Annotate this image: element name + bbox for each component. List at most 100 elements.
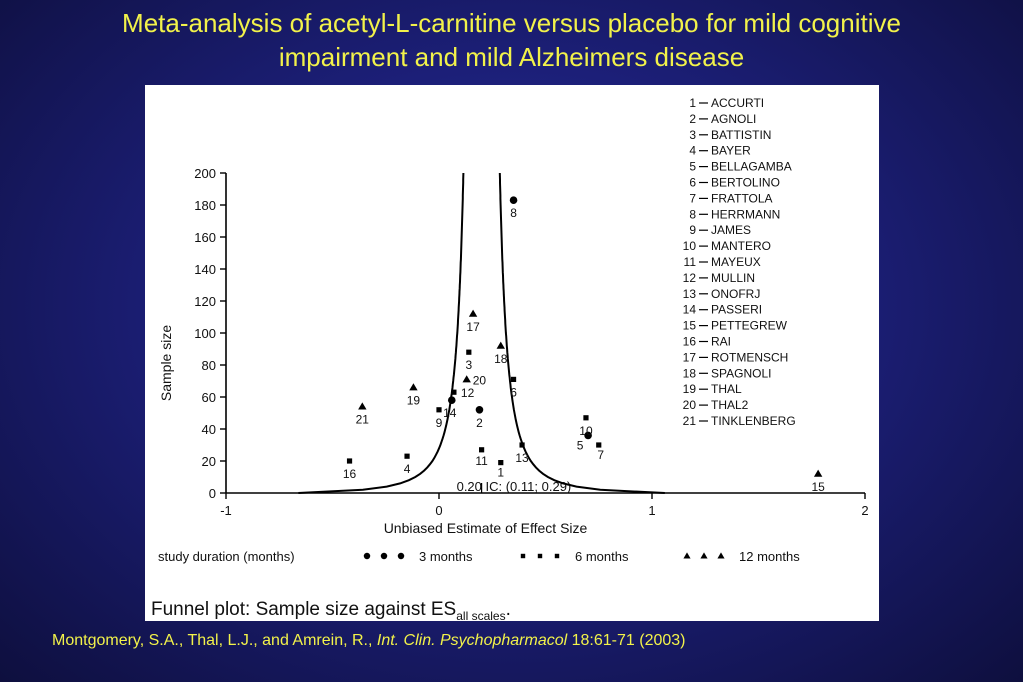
study-point-label: 11 bbox=[475, 454, 488, 468]
marker-legend-label: 12 months bbox=[739, 549, 800, 564]
funnel-curves bbox=[298, 172, 665, 494]
study-legend-name: TINKLENBERG bbox=[711, 414, 796, 428]
x-tick-label: 2 bbox=[861, 503, 868, 518]
study-legend-id: 3 bbox=[689, 128, 696, 142]
study-legend-name: BATTISTIN bbox=[711, 128, 771, 142]
marker-legend-circle bbox=[380, 552, 388, 560]
study-legend-id: 11 bbox=[684, 255, 697, 269]
study-legend-name: SPAGNOLI bbox=[711, 366, 771, 380]
study-point-label: 14 bbox=[443, 406, 457, 420]
x-tick-label: 0 bbox=[435, 503, 442, 518]
figure-caption-group: Funnel plot: Sample size against ESall s… bbox=[151, 599, 511, 621]
marker-legend-square bbox=[520, 553, 526, 559]
y-tick-label: 0 bbox=[209, 486, 216, 501]
study-marker-square bbox=[451, 389, 457, 395]
study-legend-id: 20 bbox=[683, 398, 697, 412]
funnel-plot-figure: 0 20 40 60 80 100 120 140 160 180 200 -1 0 1 2 Unbiased… bbox=[145, 85, 879, 621]
study-legend-id: 14 bbox=[683, 303, 697, 317]
study-marker-square bbox=[510, 376, 517, 382]
study-point-label: 13 bbox=[515, 451, 529, 465]
study-legend-id: 10 bbox=[683, 239, 697, 253]
y-tick-label: 140 bbox=[194, 262, 216, 277]
study-point-label: 5 bbox=[577, 438, 584, 452]
study-point-14: 14 bbox=[443, 396, 457, 420]
study-legend: 1 ACCURTI 2 AGNOLI 3 BATTISTIN 4 BAYER 5 BELLAGAM… bbox=[683, 96, 796, 428]
marker-legend-square bbox=[554, 553, 560, 559]
study-point-3: 3 bbox=[465, 349, 472, 372]
marker-legend-circle bbox=[397, 552, 405, 560]
y-tick-label: 80 bbox=[202, 358, 216, 373]
x-tick-label: -1 bbox=[220, 503, 232, 518]
study-point-label: 16 bbox=[343, 467, 357, 481]
study-marker-circle bbox=[475, 406, 484, 414]
marker-legend-label: 6 months bbox=[575, 549, 629, 564]
slide-title: Meta-analysis of acetyl-L-carnitine vers… bbox=[0, 6, 1023, 74]
study-legend-name: JAMES bbox=[711, 223, 751, 237]
study-marker-square bbox=[596, 442, 602, 448]
study-point-label: 3 bbox=[465, 358, 472, 372]
study-point-label: 8 bbox=[510, 206, 517, 220]
study-legend-id: 1 bbox=[689, 96, 696, 110]
study-legend-name: BAYER bbox=[711, 144, 751, 158]
study-legend-name: PASSERI bbox=[711, 303, 762, 317]
study-point-label: 1 bbox=[497, 466, 504, 480]
study-point-label: 21 bbox=[356, 413, 370, 427]
slide-title-line-2: impairment and mild Alzheimers disease bbox=[278, 42, 745, 72]
study-legend-name: AGNOLI bbox=[711, 112, 756, 126]
study-legend-name: ROTMENSCH bbox=[711, 350, 788, 364]
study-legend-name: MULLIN bbox=[711, 271, 755, 285]
marker-legend: study duration (months) 3 months 6 months 1… bbox=[158, 549, 800, 564]
study-legend-id: 13 bbox=[683, 287, 697, 301]
study-legend-name: ONOFRJ bbox=[711, 287, 760, 301]
study-legend-id: 6 bbox=[689, 176, 696, 190]
study-point-10: 10 bbox=[579, 415, 593, 438]
study-legend-name: MANTERO bbox=[711, 239, 771, 253]
study-marker-circle bbox=[509, 196, 518, 204]
study-point-label: 15 bbox=[811, 480, 825, 494]
study-point-21: 21 bbox=[356, 402, 370, 427]
study-point-18: 18 bbox=[494, 341, 508, 366]
y-tick-label: 20 bbox=[202, 454, 216, 469]
study-point-19: 19 bbox=[407, 383, 421, 407]
study-legend-name: MAYEUX bbox=[711, 255, 761, 269]
study-marker-square bbox=[404, 453, 410, 459]
study-point-label: 12 bbox=[461, 386, 475, 400]
marker-legend-square bbox=[537, 553, 543, 559]
study-marker-triangle bbox=[358, 402, 367, 410]
study-legend-name: THAL2 bbox=[711, 398, 749, 412]
citation-reference: 18:61-71 (2003) bbox=[567, 632, 686, 649]
study-point-label: 19 bbox=[407, 393, 421, 407]
study-point-9: 9 bbox=[436, 407, 443, 430]
study-marker-square bbox=[466, 349, 472, 355]
study-point-20: 20 bbox=[462, 373, 486, 387]
study-legend-id: 18 bbox=[683, 366, 697, 380]
study-point-6: 6 bbox=[510, 376, 517, 399]
figure-caption-suffix: . bbox=[506, 599, 511, 620]
study-marker-circle bbox=[447, 396, 456, 405]
study-legend-id: 4 bbox=[689, 144, 696, 158]
y-tick-label: 40 bbox=[202, 422, 216, 437]
y-tick-label: 60 bbox=[202, 390, 216, 405]
figure-caption: Funnel plot: Sample size against ESall s… bbox=[151, 599, 511, 621]
study-point-16: 16 bbox=[343, 458, 357, 481]
study-point-2: 2 bbox=[475, 406, 484, 430]
study-legend-name: RAI bbox=[711, 335, 731, 349]
study-point-15: 15 bbox=[811, 469, 825, 494]
y-tick-label: 120 bbox=[194, 294, 216, 309]
study-legend-name: BELLAGAMBA bbox=[711, 160, 792, 174]
study-point-label: 2 bbox=[476, 416, 483, 430]
citation: Montgomery, S.A., Thal, L.J., and Amrein… bbox=[52, 632, 686, 650]
study-point-1: 1 bbox=[497, 460, 504, 480]
y-tick-label: 100 bbox=[194, 326, 216, 341]
study-point-11: 11 bbox=[475, 447, 488, 468]
citation-authors: Montgomery, S.A., Thal, L.J., and Amrein… bbox=[52, 632, 377, 649]
study-point-label: 9 bbox=[436, 416, 443, 430]
study-marker-square bbox=[346, 458, 353, 464]
study-legend-id: 2 bbox=[689, 112, 696, 126]
study-point-5: 5 bbox=[577, 431, 592, 452]
y-tick-label: 160 bbox=[194, 230, 216, 245]
study-marker-square bbox=[479, 447, 485, 453]
